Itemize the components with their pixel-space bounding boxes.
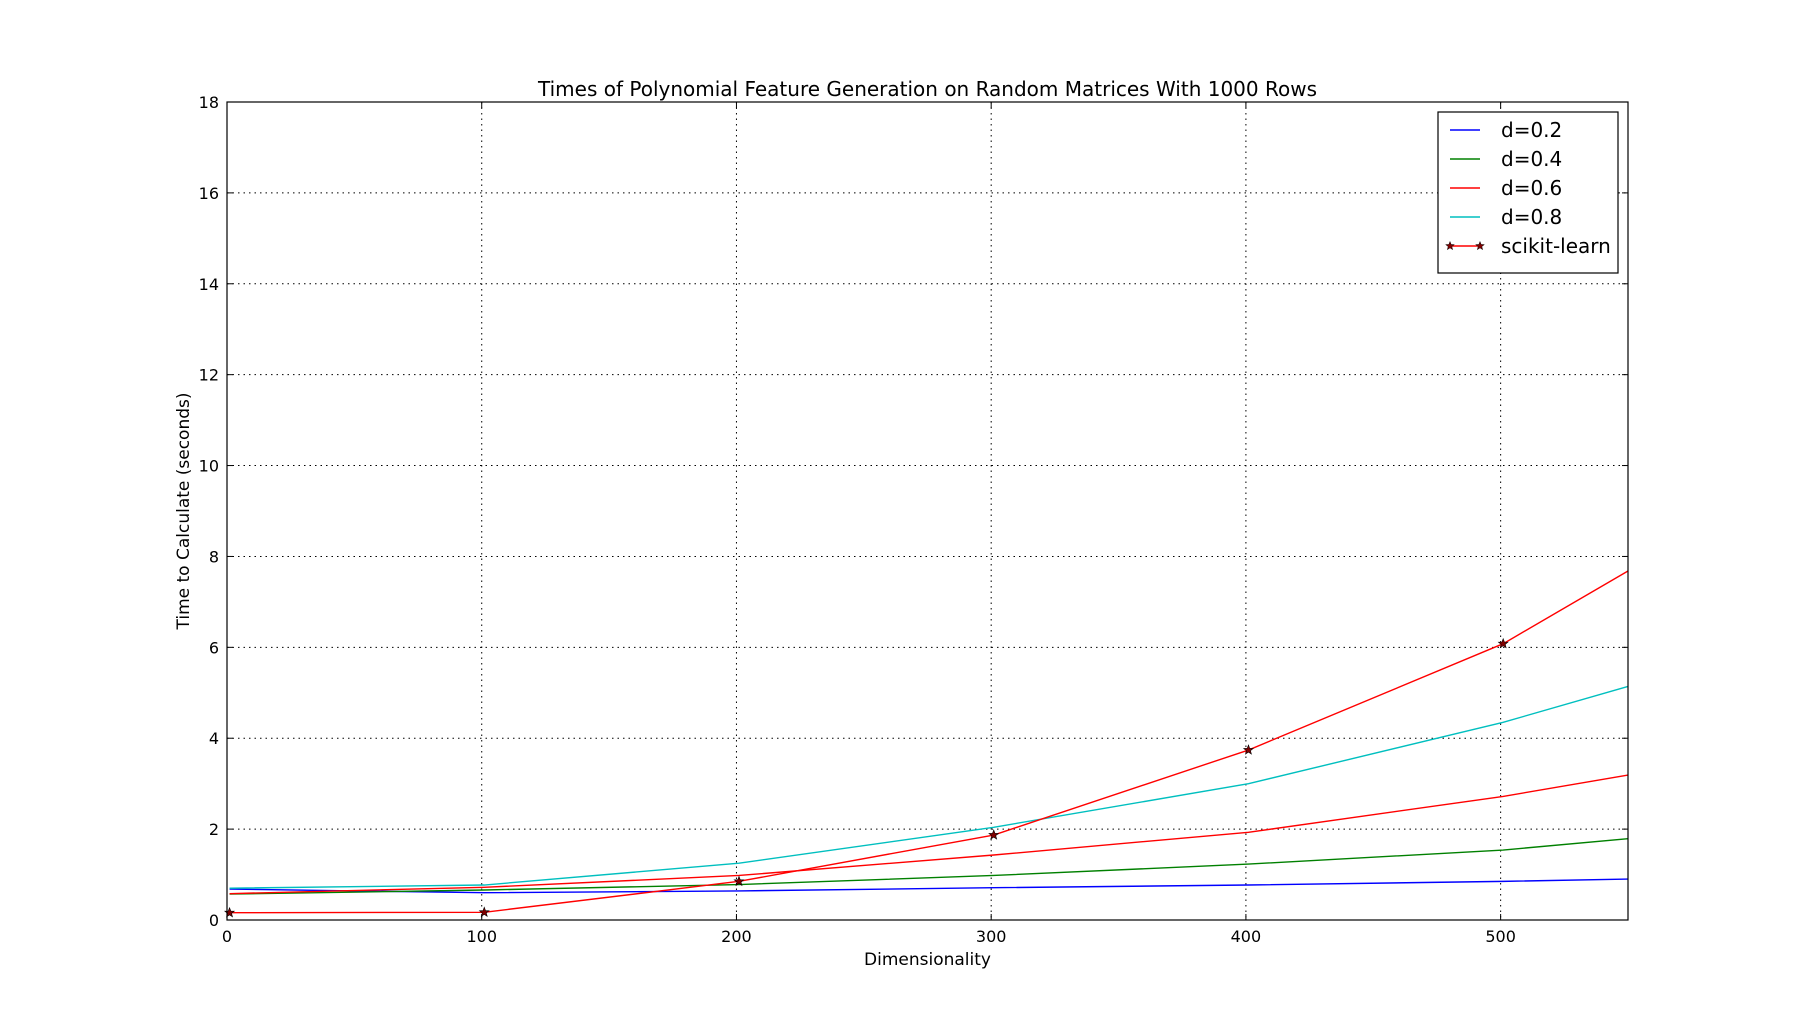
y-tick-label: 0	[209, 911, 219, 930]
x-tick-label: 400	[1231, 927, 1262, 946]
chart-title: Times of Polynomial Feature Generation o…	[537, 77, 1317, 101]
x-tick-label: 0	[222, 927, 232, 946]
series-line-d-0-8	[229, 685, 1629, 889]
legend-marker	[1475, 240, 1485, 251]
legend-item-d-0-8: d=0.8	[1450, 205, 1562, 229]
y-tick-label: 2	[209, 820, 219, 839]
x-tick-label: 500	[1485, 927, 1516, 946]
y-tick-label: 6	[209, 638, 219, 657]
series-d-0-8	[229, 685, 1629, 889]
legend-label: scikit-learn	[1501, 234, 1611, 258]
data-point-scikit-learn	[733, 875, 745, 887]
y-tick-label: 8	[209, 547, 219, 566]
series-d-0-2	[229, 878, 1629, 894]
y-tick-label: 18	[199, 93, 219, 112]
legend-label: d=0.2	[1501, 118, 1562, 142]
series-line-d-0-2	[229, 878, 1629, 894]
legend-label: d=0.8	[1501, 205, 1562, 229]
y-tick-label: 10	[199, 457, 219, 476]
legend-label: d=0.4	[1501, 147, 1562, 171]
series-d-0-4	[229, 837, 1629, 895]
y-tick-label: 16	[199, 184, 219, 203]
series-scikit-learn	[223, 570, 1629, 918]
data-point-scikit-learn	[478, 906, 490, 918]
x-tick-label: 200	[721, 927, 752, 946]
series-d-0-6	[229, 774, 1629, 895]
legend-item-scikit-learn: scikit-learn	[1445, 234, 1611, 258]
series-line-scikit-learn	[229, 570, 1629, 914]
legend-label: d=0.6	[1501, 176, 1562, 200]
y-tick-label: 14	[199, 275, 219, 294]
series-layer	[223, 570, 1629, 918]
legend-item-d-0-6: d=0.6	[1450, 176, 1562, 200]
data-point-scikit-learn	[988, 829, 1000, 840]
y-tick-label: 4	[209, 729, 219, 748]
legend-item-d-0-4: d=0.4	[1450, 147, 1562, 171]
legend-marker	[1445, 240, 1455, 251]
data-point-scikit-learn	[1497, 637, 1509, 649]
axis-ticks: 0 100 200 300 400 500 0 2 4 6 8 10 12 14 16 18	[199, 93, 1628, 946]
y-axis-label: Time to Calculate (seconds)	[174, 392, 194, 630]
series-line-d-0-6	[229, 774, 1629, 895]
series-line-d-0-4	[229, 837, 1629, 895]
x-tick-label: 300	[976, 927, 1007, 946]
plot-frame	[226, 101, 1629, 921]
x-axis-label: Dimensionality	[864, 950, 991, 970]
legend: d=0.2 d=0.4 d=0.6 d=0.8 scikit-learn	[1437, 111, 1619, 274]
gridlines	[227, 102, 1628, 920]
legend-item-d-0-2: d=0.2	[1450, 118, 1562, 142]
data-point-scikit-learn	[223, 906, 236, 918]
data-point-scikit-learn	[1242, 744, 1255, 755]
x-tick-label: 100	[466, 927, 497, 946]
y-tick-label: 12	[199, 366, 219, 385]
